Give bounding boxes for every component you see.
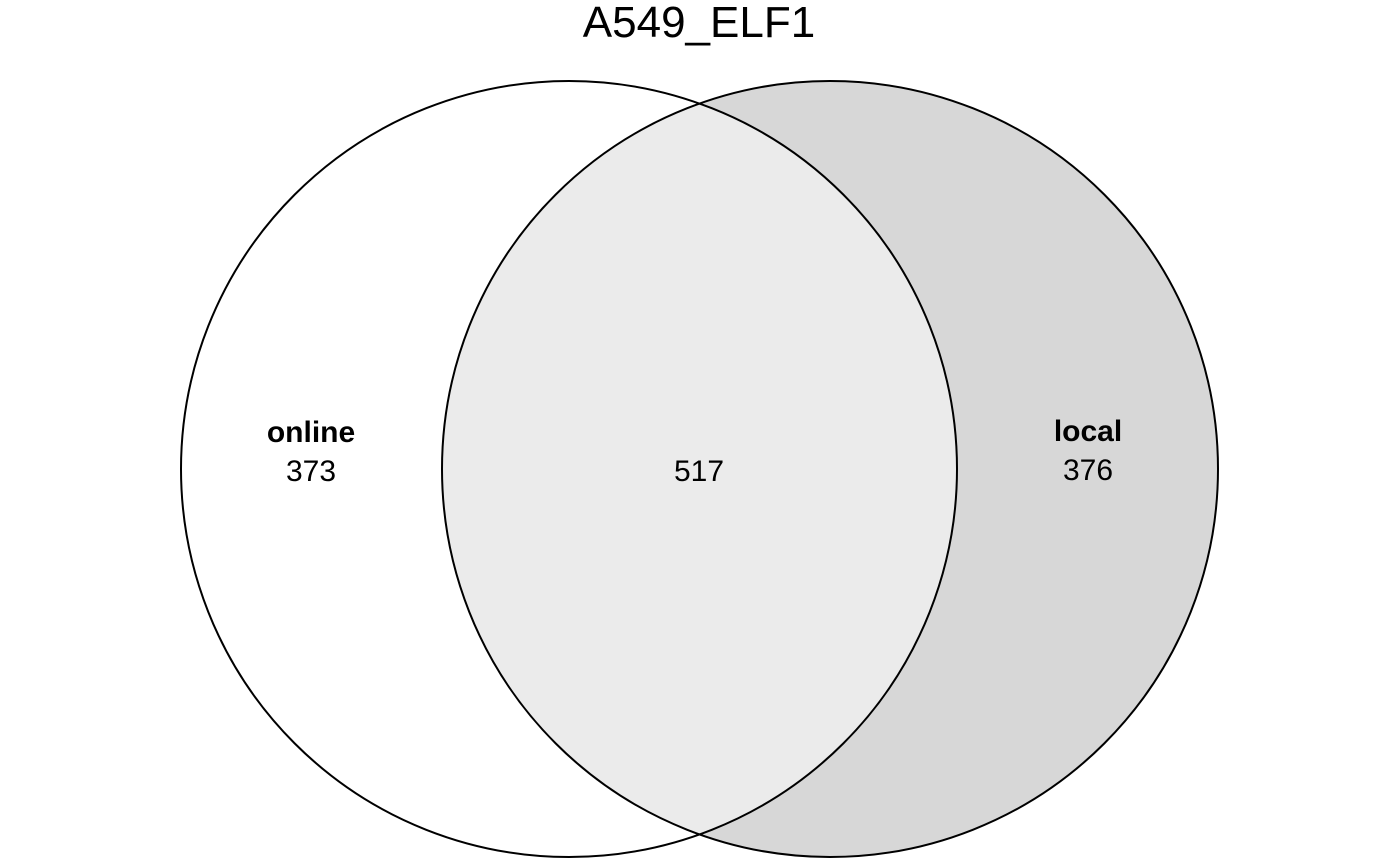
online-set-circle (180, 80, 958, 858)
online-only-count: 373 (286, 455, 336, 488)
local-set-circle (441, 80, 1219, 858)
intersection-region (442, 81, 957, 857)
intersection-count: 517 (674, 455, 724, 488)
online-set-label: online (267, 416, 355, 449)
local-set-label: local (1054, 415, 1122, 448)
local-only-count: 376 (1063, 454, 1113, 487)
diagram-title: A549_ELF1 (583, 0, 815, 47)
